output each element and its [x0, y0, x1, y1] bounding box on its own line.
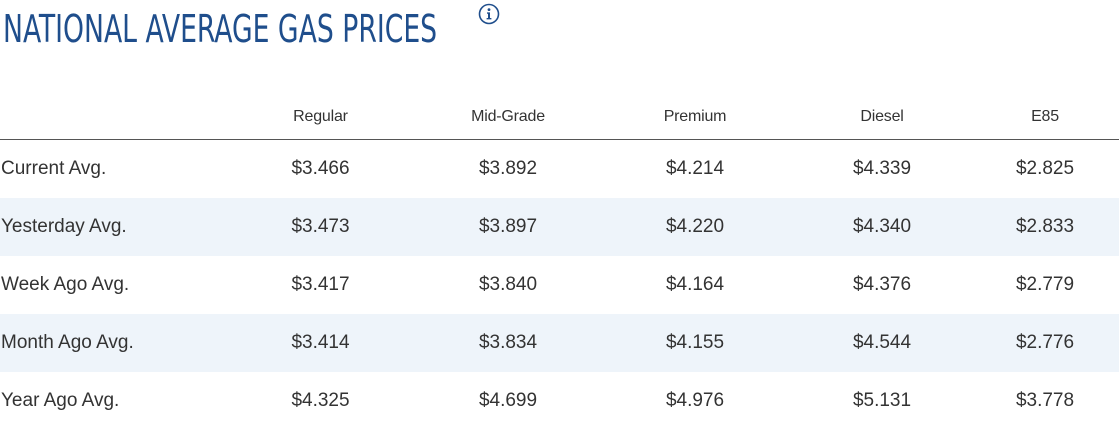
price-cell-mid-grade: $3.892 [478, 158, 538, 179]
price-cell-e85: $2.833 [971, 198, 1119, 256]
price-cell-regular: $3.473 [222, 198, 419, 256]
price-cell-diesel: $5.131 [852, 390, 912, 411]
info-icon[interactable] [478, 3, 500, 25]
row-label: Week Ago Avg. [1, 274, 130, 295]
price-cell-diesel: $4.376 [852, 274, 912, 295]
price-cell-e85: $2.779 [1015, 274, 1075, 295]
price-cell-regular: $3.417 [291, 274, 350, 295]
row-label: Current Avg. [1, 158, 107, 179]
price-cell-regular: $3.466 [291, 158, 350, 179]
column-header-diesel: Diesel [793, 95, 971, 140]
table-row: Current Avg. $3.466 $3.892 $4.214 $4.339… [0, 140, 1119, 199]
price-cell-mid-grade: $4.699 [478, 390, 538, 411]
price-cell-mid-grade: $3.834 [419, 314, 597, 372]
gas-prices-table: Regular Mid-Grade Premium Diesel E85 Cur… [0, 95, 1119, 430]
table-header-row: Regular Mid-Grade Premium Diesel E85 [0, 95, 1119, 140]
title-row: NATIONAL AVERAGE GAS PRICES [3, 0, 560, 60]
column-header-regular: Regular [222, 95, 419, 140]
price-cell-e85: $2.825 [1015, 158, 1075, 179]
price-cell-premium: $4.976 [665, 390, 725, 411]
table-row: Year Ago Avg. $4.325 $4.699 $4.976 $5.13… [0, 372, 1119, 430]
table-row: Month Ago Avg. $3.414 $3.834 $4.155 $4.5… [0, 314, 1119, 372]
price-cell-mid-grade: $3.840 [478, 274, 538, 295]
row-label: Year Ago Avg. [1, 390, 120, 411]
row-label: Month Ago Avg. [0, 314, 222, 372]
price-cell-mid-grade: $3.897 [419, 198, 597, 256]
page-title: NATIONAL AVERAGE GAS PRICES [3, 7, 438, 51]
column-header-e85: E85 [971, 95, 1119, 140]
column-header-blank [0, 95, 222, 140]
price-cell-premium: $4.214 [665, 158, 725, 179]
table-row: Week Ago Avg. $3.417 $3.840 $4.164 $4.37… [0, 256, 1119, 314]
price-cell-regular: $3.414 [222, 314, 419, 372]
price-cell-regular: $4.325 [291, 390, 350, 411]
column-header-mid-grade: Mid-Grade [419, 95, 597, 140]
price-cell-premium: $4.164 [665, 274, 725, 295]
column-header-premium: Premium [597, 95, 793, 140]
table-row: Yesterday Avg. $3.473 $3.897 $4.220 $4.3… [0, 198, 1119, 256]
price-cell-e85: $3.778 [1015, 390, 1075, 411]
price-cell-diesel: $4.339 [852, 158, 912, 179]
price-cell-diesel: $4.340 [793, 198, 971, 256]
price-cell-diesel: $4.544 [793, 314, 971, 372]
row-label: Yesterday Avg. [0, 198, 222, 256]
price-cell-premium: $4.155 [597, 314, 793, 372]
price-cell-e85: $2.776 [971, 314, 1119, 372]
price-cell-premium: $4.220 [597, 198, 793, 256]
